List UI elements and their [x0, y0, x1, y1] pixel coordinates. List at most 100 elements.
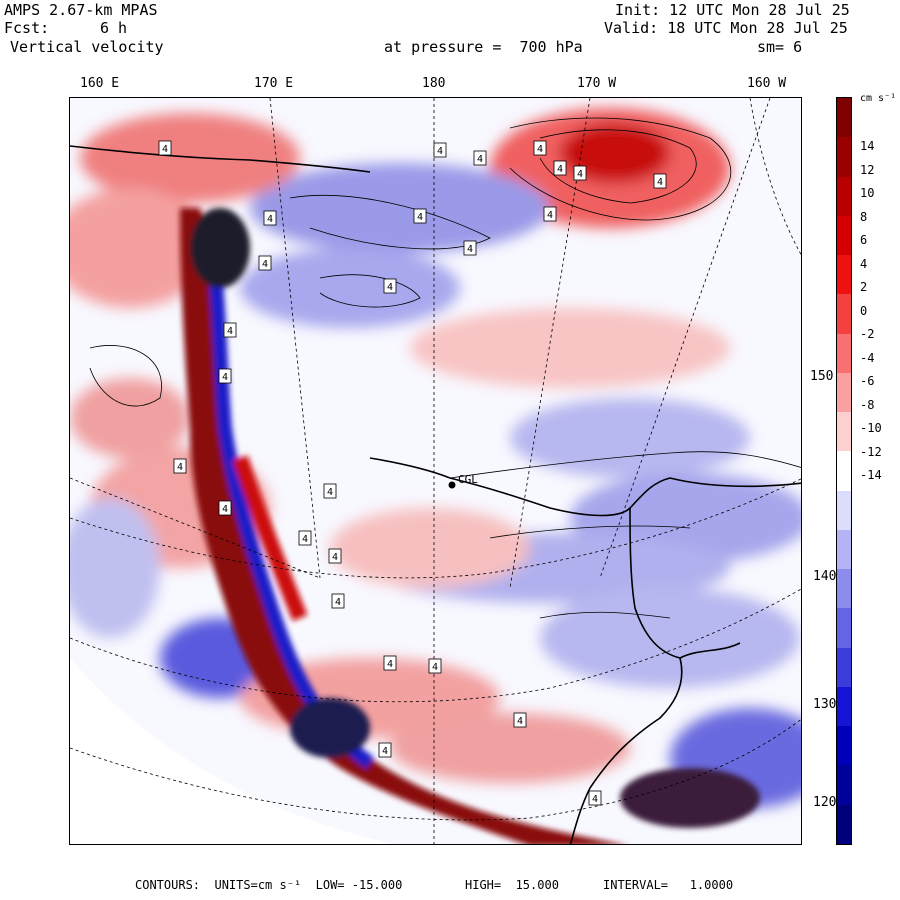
- colorbar-segment: [837, 529, 851, 570]
- colorbar-tick-label: 10: [860, 186, 875, 200]
- colorbar-tick-label: -10: [860, 421, 882, 435]
- colorbar-tick-label: 0: [860, 303, 868, 318]
- svg-text:4: 4: [262, 259, 268, 270]
- colorbar-units: cm s⁻¹: [860, 93, 897, 104]
- colorbar-segment: [837, 686, 851, 727]
- svg-text:4: 4: [302, 534, 308, 545]
- contour-value-box: 4: [533, 140, 547, 156]
- svg-text:4: 4: [547, 210, 553, 221]
- svg-text:4: 4: [657, 177, 663, 188]
- colorbar-segment: [837, 765, 851, 806]
- svg-text:4: 4: [437, 146, 443, 157]
- colorbar-segment: [837, 215, 851, 256]
- contour-value-box: 4: [331, 593, 345, 609]
- colorbar-tick-label: -8: [860, 397, 875, 412]
- colorbar-segment: [837, 804, 851, 845]
- contour-value-box: 4: [413, 208, 427, 224]
- svg-text:4: 4: [477, 154, 483, 165]
- station-cgl: CGL: [448, 473, 478, 489]
- colorbar-segment: [837, 372, 851, 413]
- smoothing-value: sm= 6: [757, 38, 803, 56]
- contour-value-box: 4: [323, 483, 337, 499]
- svg-text:4: 4: [417, 212, 423, 223]
- svg-text:4: 4: [517, 716, 523, 727]
- colorbar-tick-label: 12: [860, 162, 875, 177]
- colorbar-tick-label: 4: [860, 256, 868, 271]
- contour-value-box: 4: [383, 278, 397, 294]
- colorbar-tick-label: -12: [860, 444, 882, 459]
- contour-value-box: 4: [173, 458, 187, 474]
- domain-edge: [70, 658, 392, 844]
- svg-text:4: 4: [162, 144, 168, 155]
- map-canvas: CGL 4 4 4 4 4 4 4 4 4 4 4 4 4 4 4 4 4 4 4 4 4 4 4 4 4 4: [70, 98, 801, 844]
- colorbar-segment: [837, 608, 851, 649]
- svg-text:4: 4: [387, 282, 393, 293]
- svg-text:4: 4: [537, 144, 543, 155]
- lon-label-170w: 170 W: [577, 76, 617, 91]
- contour-value-box: 4: [263, 210, 277, 226]
- contour-value-box: 4: [543, 206, 557, 222]
- contour-value-box: 4: [553, 160, 567, 176]
- forecast-value: 6 h: [100, 19, 128, 37]
- lon-label-160w: 160 W: [747, 76, 787, 91]
- station-label: CGL: [458, 473, 478, 486]
- colorbar-tick-label: -14: [860, 468, 882, 482]
- contour-value-box: 4: [218, 368, 232, 384]
- colorbar-segment: [837, 294, 851, 335]
- svg-text:4: 4: [222, 372, 228, 383]
- svg-text:4: 4: [387, 659, 393, 670]
- colorbar-segment: [837, 333, 851, 374]
- contour-value-box: 4: [383, 655, 397, 671]
- svg-text:4: 4: [335, 597, 341, 608]
- map-panel: CGL 4 4 4 4 4 4 4 4 4 4 4 4 4 4 4 4 4 4 4 4 4 4 4 4 4 4: [69, 97, 802, 845]
- footer-high: HIGH= 15.000: [465, 878, 559, 892]
- colorbar-tick-label: -4: [860, 350, 875, 365]
- svg-text:4: 4: [332, 552, 338, 563]
- colorbar-segment: [837, 569, 851, 609]
- pressure-level: at pressure = 700 hPa: [384, 38, 583, 56]
- svg-text:4: 4: [327, 487, 333, 498]
- transantarctic-signal: [180, 208, 760, 844]
- colorbar-tick-label: 8: [860, 209, 868, 224]
- contour-value-box: 4: [223, 322, 237, 338]
- colorbar-segment: [837, 176, 851, 217]
- field-name: Vertical velocity: [10, 38, 164, 56]
- contour-value-box: 4: [298, 530, 312, 546]
- contour-value-box: 4: [218, 500, 232, 516]
- contour-value-box: 4: [573, 165, 587, 181]
- colorbar-segment: [837, 490, 851, 531]
- svg-text:4: 4: [432, 662, 438, 673]
- valid-time: Valid: 18 UTC Mon 28 Jul 25: [604, 19, 848, 37]
- svg-text:4: 4: [577, 169, 583, 180]
- colorbar-segment: [837, 98, 851, 138]
- colorbar-tick-label: 6: [860, 233, 868, 247]
- contour-value-box: 4: [513, 712, 527, 728]
- colorbar-segment: [837, 647, 851, 688]
- footer-interval: INTERVAL= 1.0000: [603, 878, 734, 892]
- contour-value-box: 4: [433, 142, 447, 158]
- svg-text:4: 4: [227, 326, 233, 337]
- model-title: AMPS 2.67-km MPAS: [4, 1, 158, 19]
- colorbar: [836, 97, 852, 845]
- colorbar-segment: [837, 451, 851, 492]
- contour-value-box: 4: [588, 790, 602, 806]
- svg-text:4: 4: [467, 244, 473, 255]
- contour-value-box: 4: [158, 140, 172, 156]
- contour-value-box: 4: [428, 658, 442, 674]
- contour-value-box: 4: [653, 173, 667, 189]
- colorbar-tick-label: 2: [860, 280, 868, 294]
- lon-label-180: 180: [422, 76, 446, 91]
- svg-text:4: 4: [267, 214, 273, 225]
- colorbar-tick-label: -6: [860, 374, 875, 388]
- contour-value-labels: 4 4 4 4 4 4 4 4 4 4 4 4 4 4 4 4 4 4 4 4 4 4 4 4 4 4: [158, 140, 667, 806]
- svg-text:4: 4: [222, 504, 228, 515]
- coastline: [70, 145, 801, 844]
- colorbar-segment: [837, 137, 851, 177]
- colorbar-tick-label: -2: [860, 327, 875, 341]
- forecast-label: Fcst:: [4, 19, 50, 37]
- colorbar-segment: [837, 412, 851, 452]
- init-time: Init: 12 UTC Mon 28 Jul 25: [615, 1, 850, 19]
- svg-text:4: 4: [557, 164, 563, 175]
- footer-contours: CONTOURS: UNITS=cm s⁻¹ LOW= -15.000: [135, 878, 403, 892]
- contour-lines: [89, 117, 801, 619]
